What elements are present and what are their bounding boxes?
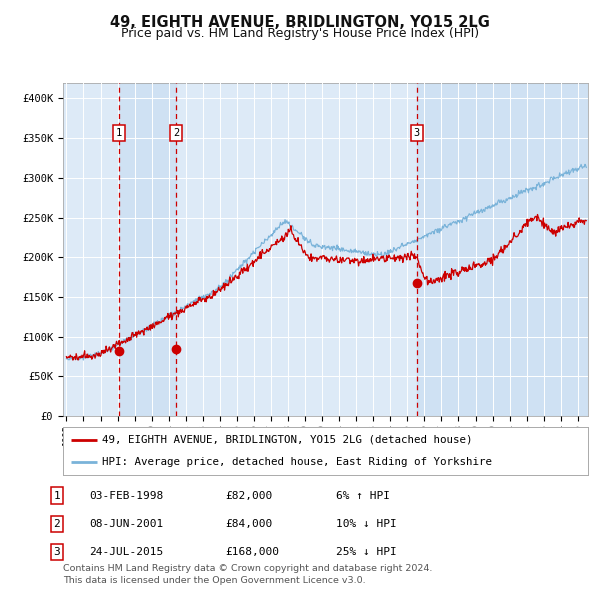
Text: 10% ↓ HPI: 10% ↓ HPI <box>336 519 397 529</box>
Text: 08-JUN-2001: 08-JUN-2001 <box>89 519 163 529</box>
Text: 03-FEB-1998: 03-FEB-1998 <box>89 491 163 500</box>
Text: 1: 1 <box>116 129 122 139</box>
Text: Price paid vs. HM Land Registry's House Price Index (HPI): Price paid vs. HM Land Registry's House … <box>121 27 479 40</box>
Text: 2: 2 <box>173 129 179 139</box>
Text: HPI: Average price, detached house, East Riding of Yorkshire: HPI: Average price, detached house, East… <box>103 457 493 467</box>
Text: 25% ↓ HPI: 25% ↓ HPI <box>336 548 397 557</box>
Bar <box>119 83 176 416</box>
Text: 3: 3 <box>414 129 420 139</box>
Text: £84,000: £84,000 <box>225 519 272 529</box>
Bar <box>417 83 588 416</box>
Text: 49, EIGHTH AVENUE, BRIDLINGTON, YO15 2LG (detached house): 49, EIGHTH AVENUE, BRIDLINGTON, YO15 2LG… <box>103 435 473 445</box>
Text: 1: 1 <box>53 491 61 500</box>
Text: 6% ↑ HPI: 6% ↑ HPI <box>336 491 390 500</box>
Text: 2: 2 <box>53 519 61 529</box>
Text: Contains HM Land Registry data © Crown copyright and database right 2024.
This d: Contains HM Land Registry data © Crown c… <box>63 565 433 585</box>
Text: 3: 3 <box>53 548 61 557</box>
Text: 24-JUL-2015: 24-JUL-2015 <box>89 548 163 557</box>
Text: £82,000: £82,000 <box>225 491 272 500</box>
Text: £168,000: £168,000 <box>225 548 279 557</box>
Text: 49, EIGHTH AVENUE, BRIDLINGTON, YO15 2LG: 49, EIGHTH AVENUE, BRIDLINGTON, YO15 2LG <box>110 15 490 30</box>
